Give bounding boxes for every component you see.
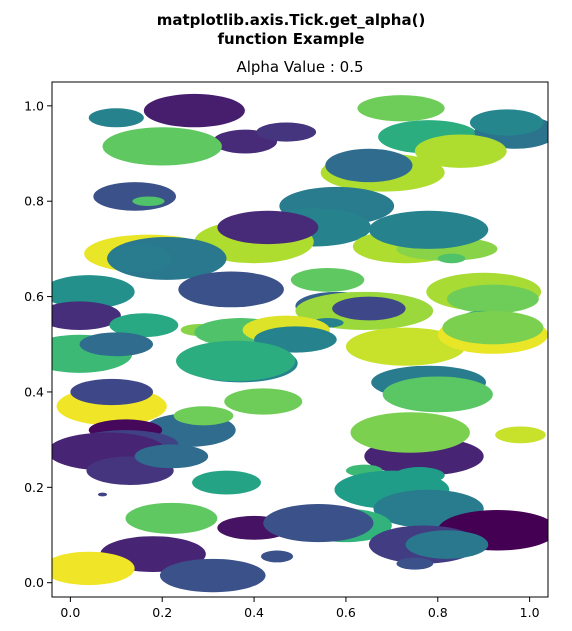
scatter-ellipse-26 (178, 271, 284, 308)
scatter-ellipse-61 (350, 412, 470, 453)
scatter-ellipse-24 (437, 253, 466, 264)
x-tick-label-3: 0.6 (336, 605, 356, 620)
scatter-ellipse-23 (368, 210, 489, 249)
scatter-ellipse-12 (93, 182, 176, 211)
axes-title: Alpha Value : 0.5 (236, 58, 363, 76)
scatter-ellipse-37 (109, 313, 179, 338)
x-tick-label-2: 0.4 (244, 605, 264, 620)
plot-frame (51, 81, 549, 598)
scatter-ellipse-3 (256, 122, 317, 142)
x-tick-label-1: 0.2 (152, 605, 172, 620)
scatter-ellipse-5 (357, 95, 445, 122)
scatter-ellipse-11 (325, 148, 413, 183)
y-tick-label-2: 0.4 (24, 384, 44, 399)
scatter-ellipse-80 (159, 558, 266, 593)
scatter-ellipse-63 (192, 470, 261, 495)
scatter-ellipse-32 (446, 284, 539, 314)
scatter-ellipse-27 (52, 275, 135, 309)
scatter-ellipse-76 (396, 557, 434, 570)
scatter-ellipse-77 (260, 550, 294, 563)
scatter-ellipse-13 (132, 196, 165, 206)
figure-suptitle-line-2: function Example (217, 30, 364, 48)
scatter-ellipse-17 (217, 210, 319, 245)
x-axis: 0.0 0.2 0.4 0.6 0.8 1.0 (60, 597, 540, 620)
scatter-ellipse-47 (176, 340, 296, 382)
scatter-ellipse-49 (382, 376, 493, 413)
x-tick-label-4: 0.8 (428, 605, 448, 620)
figure-suptitle-line-1: matplotlib.axis.Tick.get_alpha() (157, 11, 426, 29)
scatter-ellipse-68 (97, 492, 108, 497)
scatter-ellipse-35 (345, 327, 466, 366)
scatter-ellipse-72 (263, 504, 374, 543)
x-tick-label-5: 1.0 (520, 605, 540, 620)
scatter-ellipse-69 (125, 502, 218, 534)
scatter-ellipse-45 (79, 332, 154, 357)
scatter-marks (52, 93, 548, 593)
scatter-ellipse-25 (290, 267, 365, 292)
scatter-ellipse-54 (173, 406, 234, 426)
scatter-ellipse-4 (102, 127, 222, 166)
scatter-ellipse-1 (143, 93, 245, 128)
scatter-ellipse-33 (332, 296, 406, 321)
y-tick-label-1: 0.2 (24, 480, 44, 495)
scatter-ellipse-52 (224, 388, 303, 415)
y-tick-label-4: 0.8 (24, 194, 44, 209)
scatter-ellipse-8 (469, 109, 544, 136)
scatter-ellipse-62 (495, 426, 546, 444)
scatter-ellipse-28 (52, 301, 121, 330)
scatter-ellipse-43 (442, 310, 544, 345)
scatter-ellipse-75 (405, 530, 489, 559)
scatter-ellipse-59 (134, 444, 209, 469)
y-tick-label-5: 1.0 (24, 98, 44, 113)
scatter-ellipse-9 (414, 134, 507, 168)
scatter-ellipse-51 (70, 378, 154, 406)
y-tick-label-3: 0.6 (24, 289, 44, 304)
x-tick-label-0: 0.0 (60, 605, 80, 620)
scatter-ellipse-20 (107, 244, 172, 273)
scatter-ellipse-0 (88, 108, 144, 128)
y-tick-label-0: 0.0 (24, 575, 44, 590)
scatter-ellipse-79 (52, 551, 135, 586)
y-axis: 0.0 0.2 0.4 0.6 0.8 1.0 (24, 98, 52, 590)
